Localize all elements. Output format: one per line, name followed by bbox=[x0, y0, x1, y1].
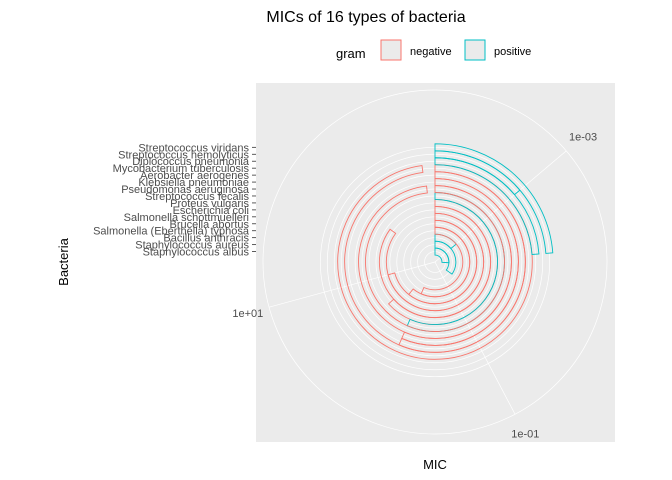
category-tick-label: Diplococcus pneumonia bbox=[132, 156, 250, 168]
polar-bars bbox=[337, 143, 554, 360]
theta-tick-label: 1e+01 bbox=[232, 308, 263, 320]
category-tick-label: Streptococcus fecalis bbox=[145, 191, 249, 203]
theta-tick-label: 1e-03 bbox=[569, 132, 597, 144]
legend-title: gram bbox=[336, 46, 366, 61]
category-tick-label: Salmonella schottmuelleri bbox=[124, 212, 249, 224]
y-axis-title: Bacteria bbox=[56, 237, 71, 285]
category-tick-label: Staphylococcus aureus bbox=[135, 240, 249, 252]
category-tick-label: Streptococcus viridans bbox=[138, 142, 249, 154]
category-tick-label: Escherichia coli bbox=[173, 205, 249, 217]
legend-key-positive bbox=[464, 39, 486, 61]
grid-spoke bbox=[268, 261, 436, 308]
category-tick-label: Aerobacter aerogenes bbox=[140, 170, 249, 182]
legend-label-positive: positive bbox=[494, 46, 531, 58]
legend-label-negative: negative bbox=[410, 46, 452, 58]
grid-spoke bbox=[434, 261, 516, 415]
category-tick-label: Brucella abortus bbox=[170, 219, 250, 231]
grid-spoke bbox=[434, 150, 567, 263]
bar bbox=[434, 143, 554, 254]
category-tick-label: Salmonella (Eberthella) typhosa bbox=[93, 226, 250, 238]
grid-circle-outer bbox=[262, 89, 608, 435]
legend: gram negative positive bbox=[336, 39, 531, 61]
theta-tick-labels: 1e-03 1e-01 1e+01 bbox=[232, 132, 597, 441]
category-tick-label: Streptococcus hemolyticus bbox=[118, 149, 249, 161]
bar bbox=[337, 164, 533, 360]
category-tick-label: Bacillus anthracis bbox=[163, 233, 249, 245]
x-axis-title: MIC bbox=[423, 457, 447, 472]
chart-title: MICs of 16 types of bacteria bbox=[266, 9, 465, 26]
legend-key-negative bbox=[380, 39, 402, 61]
category-tick-label: Staphylococcus albus bbox=[143, 247, 250, 259]
category-tick-label: Pseudomonas aeruginosa bbox=[121, 184, 250, 196]
category-tick-label: Proteus vulgaris bbox=[170, 198, 249, 210]
category-tick-label: Mycobacterium tuberculosis bbox=[113, 163, 250, 175]
category-tick-label: Klebsiella pneumoniae bbox=[138, 177, 249, 189]
theta-tick-label: 1e-01 bbox=[511, 429, 539, 441]
